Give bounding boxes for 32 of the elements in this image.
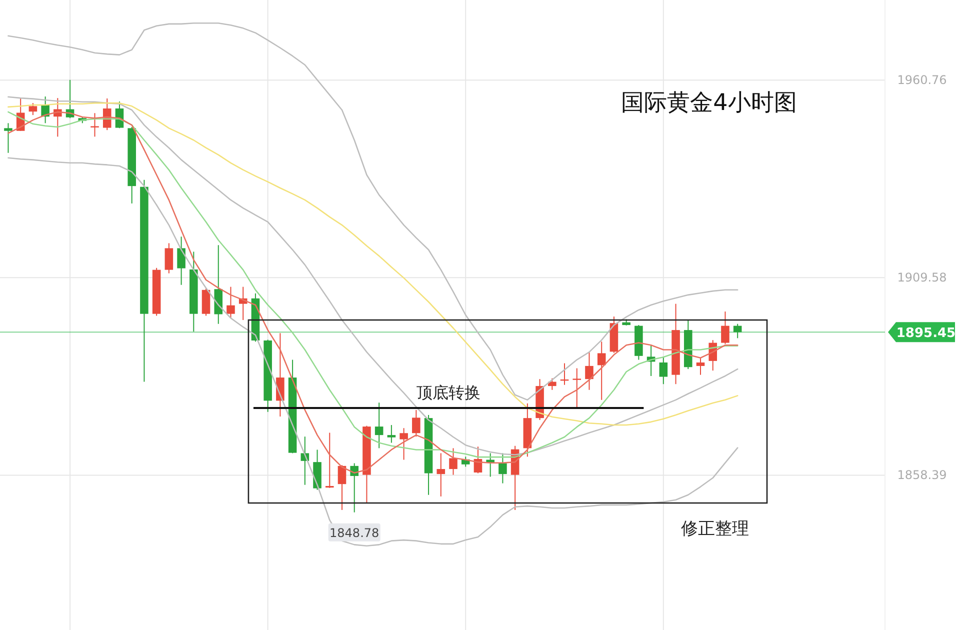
candlestick: [374, 402, 384, 449]
candlestick: [585, 351, 594, 390]
candlestick: [4, 122, 12, 154]
candlestick: [436, 452, 446, 497]
candlestick: [325, 432, 334, 488]
candlestick: [387, 424, 396, 444]
candlestick: [28, 102, 38, 116]
y-tick-label: 1909.58: [897, 270, 947, 285]
candlestick: [177, 236, 186, 286]
text: 国际黄金4小时图: [621, 90, 797, 116]
candlestick: [721, 311, 730, 344]
candlestick: [226, 286, 235, 319]
y-tick-label: 1858.39: [897, 468, 947, 482]
candlestick: [498, 452, 507, 484]
annotation: 顶底转换: [416, 383, 481, 402]
candlestick: [400, 428, 408, 460]
annotation: 修正整理: [681, 519, 749, 539]
candlestick: [276, 332, 284, 418]
annotation: 1848.78: [330, 526, 380, 540]
candlestick: [696, 358, 705, 376]
candlestick: [449, 448, 458, 476]
candlestick: [202, 287, 210, 316]
candlestick: [164, 242, 174, 274]
candlestick: [659, 356, 668, 385]
candlestick: [90, 112, 99, 138]
candlestick: [412, 409, 420, 438]
candlestick: [597, 341, 606, 400]
candlestick: [572, 368, 582, 409]
ref-line-label: 1895.45: [896, 326, 956, 342]
candlestick: [338, 464, 346, 510]
candlestick: [733, 323, 742, 339]
y-tick-label: 1960.76: [897, 73, 947, 88]
